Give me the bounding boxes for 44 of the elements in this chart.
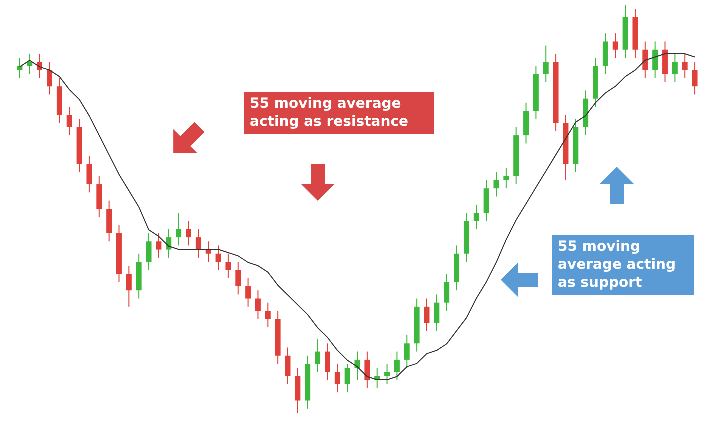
candlestick: [166, 228, 172, 258]
candlestick: [27, 53, 33, 75]
candlestick: [146, 232, 152, 271]
candlestick: [17, 58, 23, 79]
candlestick: [672, 53, 678, 84]
candlestick: [504, 168, 510, 190]
candlestick: [494, 172, 500, 198]
candlestick: [682, 53, 688, 79]
candlestick: [334, 364, 340, 394]
candlestick: [474, 204, 480, 230]
candlestick: [156, 232, 162, 258]
annotation: 55 moving average acting as support: [552, 235, 694, 295]
candlestick: [642, 41, 648, 79]
candlestick: [543, 45, 549, 84]
candlestick: [692, 62, 698, 96]
candlestick: [424, 298, 430, 332]
candlestick: [226, 253, 232, 279]
candlestick: [37, 53, 43, 79]
candlestick: [66, 106, 72, 136]
candlestick: [434, 294, 440, 332]
candlestick: [246, 278, 252, 308]
candlestick: [255, 290, 261, 320]
candlestick: [265, 302, 271, 328]
candlestick: [285, 347, 291, 385]
candlestick: [86, 155, 92, 194]
candlestick: [344, 364, 350, 394]
candlestick: [196, 228, 202, 258]
candlestick: [384, 364, 390, 385]
candlestick: [176, 212, 182, 246]
candlestick: [394, 351, 400, 381]
candlestick: [404, 334, 410, 369]
candlestick: [186, 220, 192, 246]
candlestick: [612, 33, 618, 59]
candlestick: [126, 266, 132, 308]
candlestick: [236, 262, 242, 296]
candlestick: [444, 274, 450, 312]
candlestick: [364, 351, 370, 390]
candlestick: [324, 343, 330, 381]
candlestick: [216, 245, 222, 271]
candlestick: [315, 339, 321, 373]
annotation: 55 moving average acting as resistance: [244, 92, 434, 134]
candlestick: [652, 41, 658, 79]
candlestick: [47, 62, 52, 96]
candlestick: [206, 241, 212, 263]
